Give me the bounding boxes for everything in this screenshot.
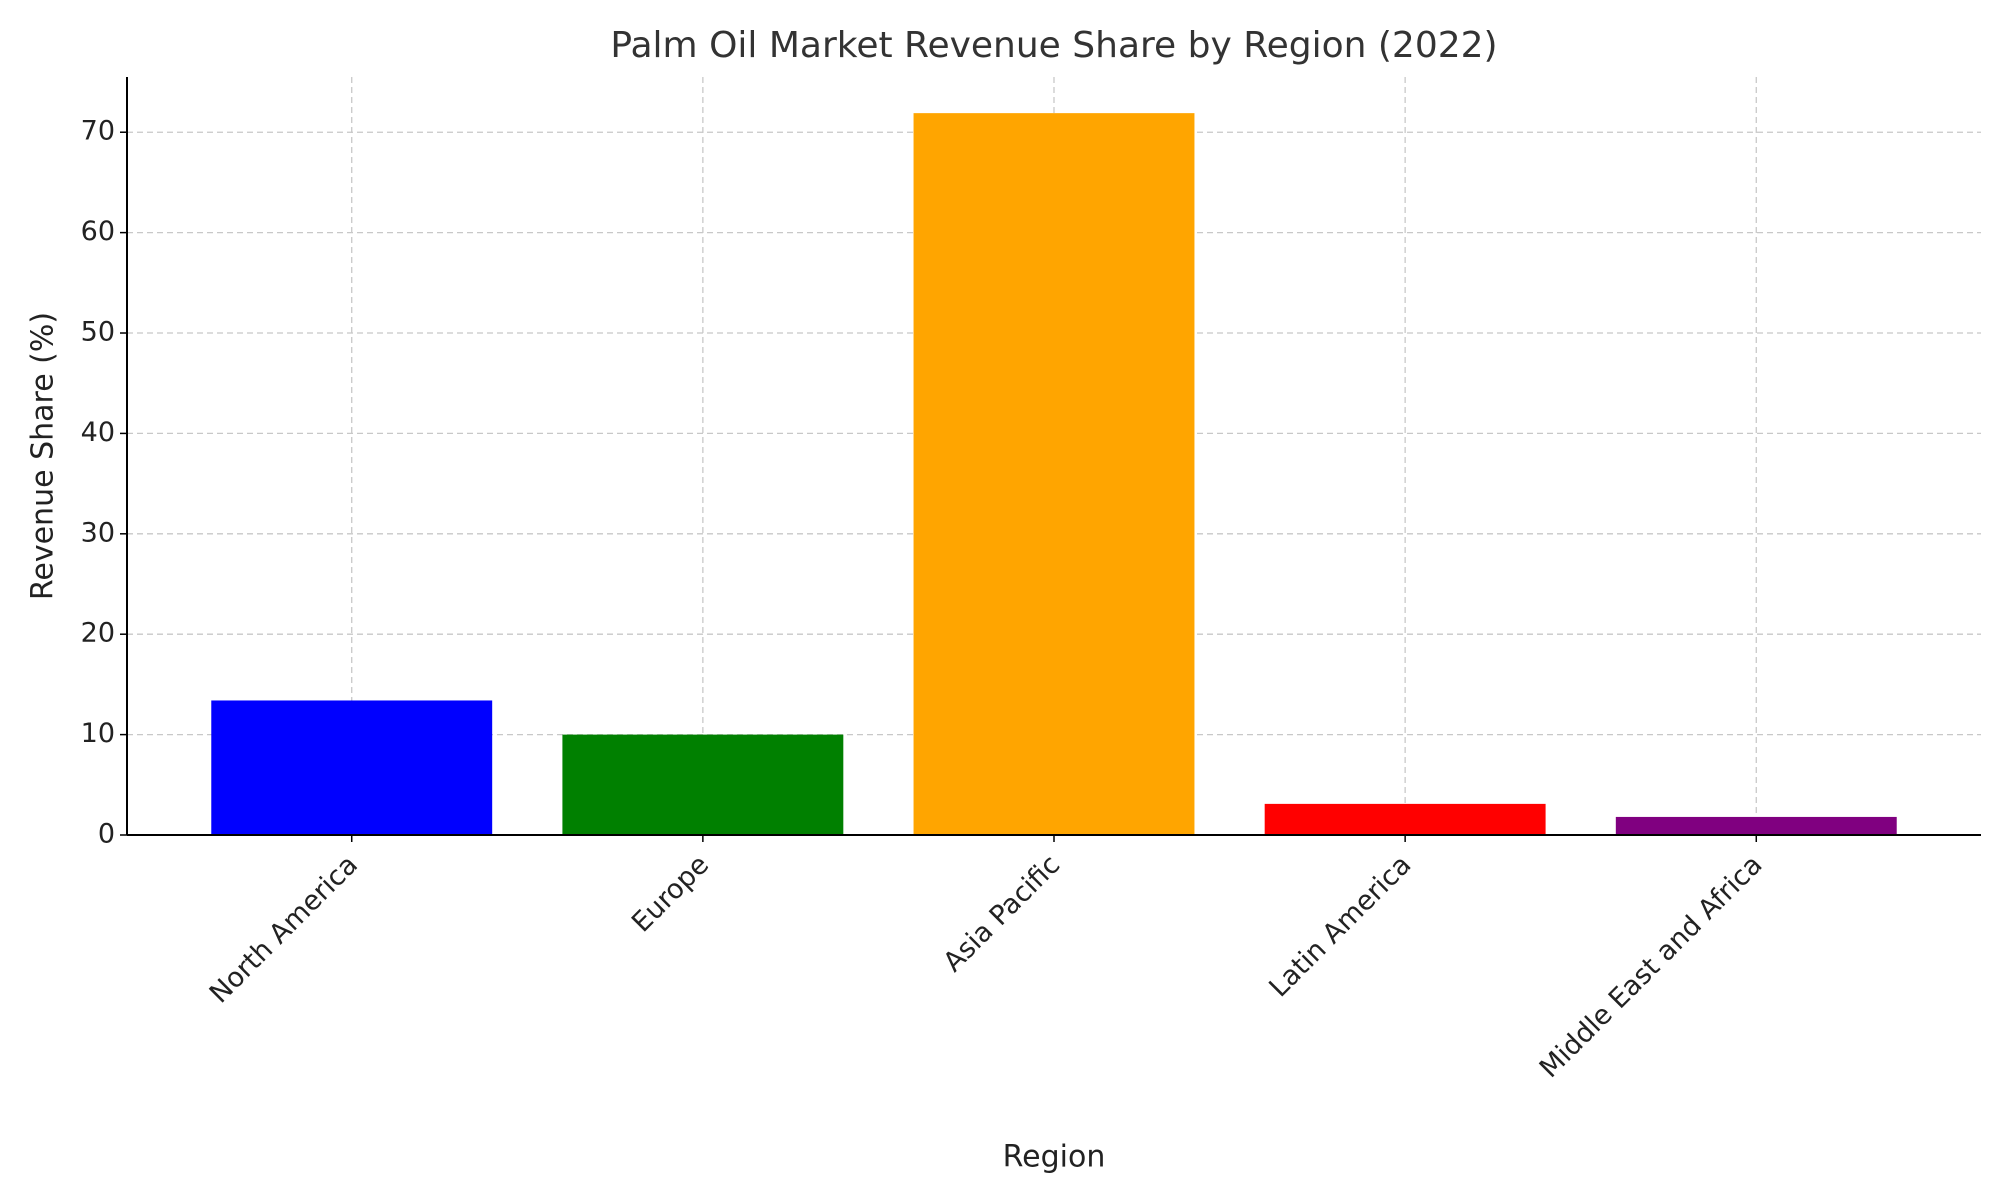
y-tick-label: 60: [81, 216, 115, 247]
y-tick-label: 0: [98, 819, 115, 850]
bar: [1615, 816, 1897, 835]
bar: [913, 113, 1195, 835]
x-axis-label: Region: [1003, 1140, 1106, 1175]
y-tick-label: 70: [81, 116, 115, 147]
y-tick-label: 20: [81, 618, 115, 649]
y-tick-label: 30: [81, 517, 115, 548]
bar: [211, 700, 493, 835]
y-tick-label: 50: [81, 317, 115, 348]
y-axis-label: Revenue Share (%): [26, 312, 61, 600]
y-tick-label: 40: [81, 417, 115, 448]
bar: [562, 734, 844, 835]
y-tick-label: 10: [81, 718, 115, 749]
chart-title: Palm Oil Market Revenue Share by Region …: [610, 25, 1497, 66]
bar: [1264, 803, 1546, 835]
